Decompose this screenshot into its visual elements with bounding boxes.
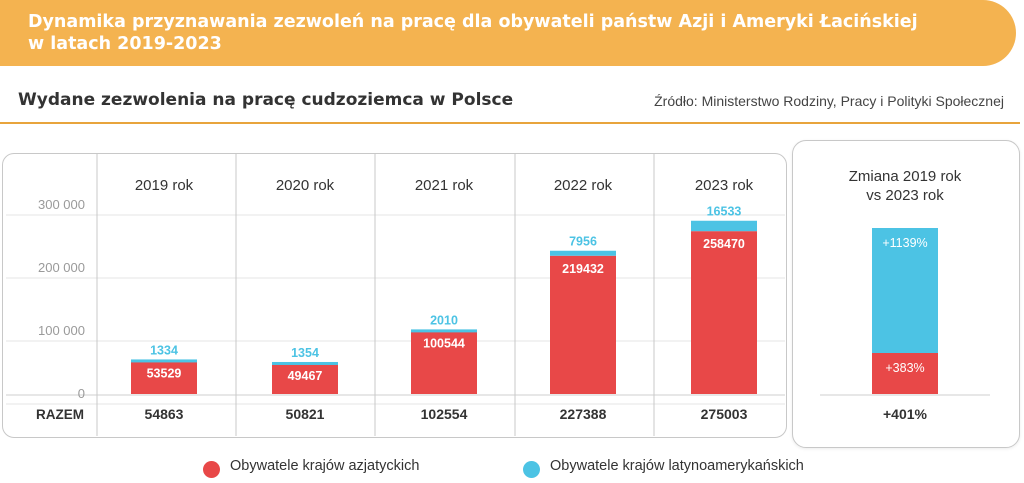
chart-subtitle: Wydane zezwolenia na pracę cudzoziemca w…	[18, 90, 514, 110]
total-value: 275003	[701, 406, 748, 422]
bar-asia	[411, 330, 477, 394]
data-label-latam: 2010	[430, 313, 458, 327]
bar-asia	[691, 231, 757, 394]
change-label-asia: +383%	[885, 361, 924, 375]
y-tick-label: 300 000	[38, 197, 85, 212]
category-label: 2021 rok	[415, 177, 474, 194]
bar-asia	[272, 362, 338, 394]
data-label-latam: 16533	[707, 205, 742, 219]
title-line-2: w latach 2019-2023	[28, 34, 222, 54]
data-label-asia: 49467	[288, 369, 323, 383]
bar-latam	[550, 250, 616, 256]
title-banner: Dynamika przyznawania zezwoleń na pracę …	[0, 0, 1016, 66]
change-bar-asia	[872, 353, 938, 394]
totals-label: RAZEM	[36, 407, 84, 422]
bar-latam	[691, 220, 757, 232]
total-value: 54863	[145, 406, 184, 422]
bar-asia	[131, 360, 197, 394]
change-label-latam: +1139%	[882, 236, 927, 250]
category-label: 2022 rok	[554, 177, 613, 194]
data-label-asia: 219432	[562, 262, 604, 276]
bar-asia	[550, 255, 616, 394]
category-label: 2020 rok	[276, 177, 335, 194]
y-tick-label: 200 000	[38, 260, 85, 275]
data-label-latam: 1334	[150, 343, 178, 357]
data-label-latam: 7956	[569, 235, 597, 249]
bar-latam	[131, 359, 197, 363]
legend-asia-label: Obywatele krajów azjatyckich	[230, 458, 420, 474]
total-value: 102554	[421, 406, 468, 422]
legend-latam-label: Obywatele krajów latynoamerykańskich	[550, 458, 804, 474]
bar-latam	[272, 361, 338, 365]
divider	[0, 122, 1020, 124]
total-value: 50821	[286, 406, 325, 422]
legend-latam-swatch	[523, 461, 540, 478]
title-line-1: Dynamika przyznawania zezwoleń na pracę …	[28, 12, 918, 32]
change-total: +401%	[883, 406, 928, 422]
data-label-asia: 53529	[147, 366, 182, 380]
change-bar-latam	[872, 228, 938, 353]
total-value: 227388	[560, 406, 607, 422]
data-label-asia: 100544	[423, 337, 465, 351]
legend-asia-swatch	[203, 461, 220, 478]
data-label-latam: 1354	[291, 346, 319, 360]
source-note: Źródło: Ministerstwo Rodziny, Pracy i Po…	[654, 93, 1004, 109]
category-label: 2019 rok	[135, 177, 194, 194]
bar-latam	[411, 329, 477, 333]
category-label: 2023 rok	[695, 177, 754, 194]
y-tick-label: 100 000	[38, 323, 85, 338]
change-title-line2: vs 2023 rok	[866, 187, 944, 204]
data-label-asia: 258470	[703, 237, 745, 251]
y-tick-label: 0	[78, 386, 85, 401]
chart-title: Dynamika przyznawania zezwoleń na pracę …	[28, 11, 968, 55]
change-title-line1: Zmiana 2019 rok	[849, 168, 962, 185]
